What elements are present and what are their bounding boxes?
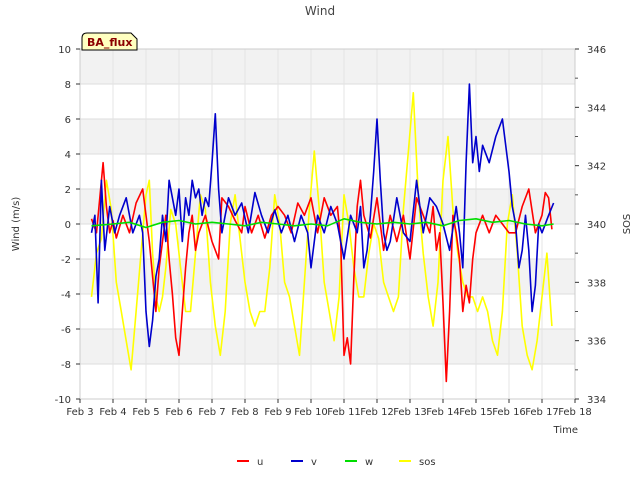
x-tick-label: Feb 14 (426, 407, 460, 418)
x-axis-label: Time (553, 425, 578, 436)
y-tick-label: -10 (55, 395, 71, 406)
legend: u v w sos (237, 457, 436, 468)
y2-tick-label: 338 (587, 278, 606, 289)
legend-label-sos: sos (419, 457, 436, 468)
x-tick-label: Feb 13 (393, 407, 427, 418)
x-tick-label: Feb 17 (525, 407, 559, 418)
background-band (80, 49, 575, 84)
background-band (80, 154, 575, 189)
legend-label-w: w (365, 457, 373, 468)
y-tick-label: 0 (65, 220, 71, 231)
background-band (80, 224, 575, 259)
legend-label-v: v (311, 457, 317, 468)
y-tick-label: -4 (61, 290, 71, 301)
y-axis-label: Wind (m/s) (11, 197, 22, 252)
y-tick-label: 6 (65, 115, 71, 126)
y-tick-label: 10 (58, 45, 71, 56)
x-tick-label: Feb 16 (492, 407, 526, 418)
x-tick-label: Feb 12 (360, 407, 394, 418)
x-tick-label: Feb 11 (327, 407, 361, 418)
x-tick-label: Feb 3 (66, 407, 93, 418)
x-tick-label: Feb 9 (264, 407, 291, 418)
chart-title: Wind (305, 4, 335, 18)
y2-axis-label: SOS (622, 214, 633, 235)
y-tick-label: 4 (65, 150, 71, 161)
site-badge: BA_flux (81, 32, 138, 51)
background-band (80, 329, 575, 364)
y-tick-label: -2 (61, 255, 71, 266)
x-tick-label: Feb 18 (558, 407, 592, 418)
series-line-u (90, 161, 553, 383)
x-tick-label: Feb 5 (132, 407, 159, 418)
x-tick-label: Feb 15 (459, 407, 493, 418)
legend-label-u: u (257, 457, 263, 468)
x-tick-label: Feb 6 (165, 407, 192, 418)
y-axis-right: 334 336 338 340 342 344 346 (575, 45, 606, 406)
series-line-w (91, 218, 554, 229)
x-tick-label: Feb 4 (99, 407, 126, 418)
y2-tick-label: 340 (587, 220, 606, 231)
background-band (80, 364, 575, 399)
y-tick-label: 8 (65, 80, 71, 91)
y-tick-label: 2 (65, 185, 71, 196)
y2-tick-label: 334 (587, 395, 606, 406)
series-line-sos (90, 92, 553, 371)
x-tick-label: Feb 8 (231, 407, 258, 418)
y-tick-label: -6 (61, 325, 71, 336)
y2-tick-label: 342 (587, 162, 606, 173)
y2-tick-label: 346 (587, 45, 606, 56)
y-axis-left: -10 -8 -6 -4 -2 0 2 4 6 8 10 (55, 45, 80, 406)
y2-tick-label: 344 (587, 103, 606, 114)
y2-tick-label: 336 (587, 337, 606, 348)
site-badge-label: BA_flux (87, 36, 132, 49)
y-tick-label: -8 (61, 360, 71, 371)
series-layer (90, 83, 555, 383)
background-band (80, 84, 575, 119)
x-tick-label: Feb 10 (294, 407, 328, 418)
x-tick-label: Feb 7 (198, 407, 225, 418)
x-axis: Feb 3 Feb 4 Feb 5 Feb 6 Feb 7 Feb 8 Feb 9 Feb 1… (66, 399, 592, 418)
background-band (80, 259, 575, 294)
